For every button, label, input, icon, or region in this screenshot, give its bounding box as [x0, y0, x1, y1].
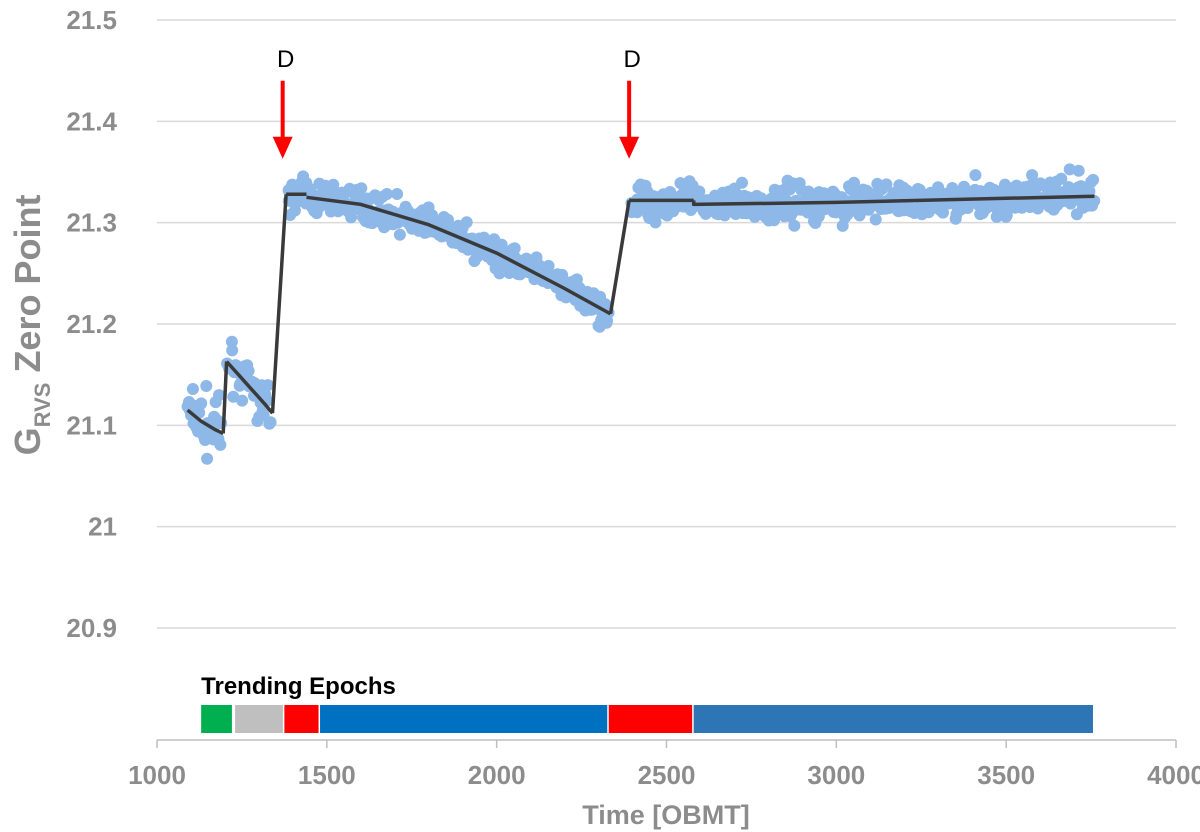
- x-tick-label: 1500: [298, 760, 356, 790]
- data-point: [1063, 163, 1076, 176]
- epoch-segment: [284, 705, 319, 733]
- y-tick-label: 21.1: [66, 410, 117, 440]
- data-point: [1087, 173, 1100, 186]
- x-tick-label: 3000: [807, 760, 865, 790]
- grid-lines: [157, 19, 1176, 629]
- annotation-label: D: [277, 46, 294, 73]
- data-point: [788, 219, 801, 232]
- fit-segment: [691, 194, 1095, 207]
- data-point: [969, 169, 982, 182]
- data-point: [393, 228, 406, 241]
- data-point: [869, 213, 882, 226]
- data-point: [542, 259, 555, 272]
- x-tick-labels: 1000 1500 2000 2500 3000 3500 4000: [128, 760, 1200, 790]
- y-axis-title: GRVS Zero Point: [7, 195, 55, 456]
- x-tick-label: 1000: [128, 760, 186, 790]
- data-point: [880, 178, 893, 191]
- y-tick-label: 20.9: [66, 613, 117, 643]
- epoch-segment: [201, 705, 232, 733]
- data-point: [225, 335, 238, 348]
- y-tick-label: 21.2: [66, 309, 117, 339]
- data-point: [195, 397, 208, 410]
- x-tick-label: 4000: [1147, 760, 1200, 790]
- y-tick-label: 21.5: [66, 5, 117, 35]
- data-point: [380, 188, 393, 200]
- data-point: [460, 216, 473, 229]
- data-point: [736, 176, 748, 189]
- annotation-arrow-head: [619, 136, 640, 159]
- y-tick-labels: 20.9 21 21.1 21.2 21.3 21.4 21.5: [66, 5, 117, 643]
- y-tick-label: 21.3: [66, 208, 117, 238]
- data-point: [214, 438, 227, 451]
- fit-segment: [221, 361, 229, 434]
- data-point: [242, 364, 255, 377]
- x-axis-title: Time [OBMT]: [582, 800, 750, 830]
- annotation-label: D: [623, 46, 640, 73]
- data-point: [495, 238, 508, 251]
- data-point: [1072, 164, 1085, 177]
- data-point: [261, 379, 274, 392]
- y-tick-label: 21.4: [66, 106, 117, 136]
- data-point: [200, 380, 213, 392]
- y-axis-title-subscript: RVS: [30, 383, 55, 428]
- data-point: [264, 416, 277, 429]
- trending-epochs-bar: [201, 705, 1093, 733]
- data-point: [345, 211, 358, 224]
- data-point: [1055, 172, 1068, 185]
- data-point: [226, 344, 239, 357]
- epoch-segment: [693, 705, 1093, 733]
- fit-segment: [608, 200, 631, 315]
- fit-segment: [225, 360, 274, 415]
- fit-segment: [306, 195, 612, 316]
- y-axis-title-rest: Zero Point: [7, 195, 48, 383]
- fit-segment: [186, 408, 224, 435]
- data-point: [186, 383, 199, 395]
- data-point: [1026, 169, 1039, 182]
- y-tick-label: 21: [88, 512, 117, 542]
- fit-segment: [270, 194, 288, 414]
- data-point: [201, 452, 214, 465]
- data-point: [213, 389, 225, 402]
- data-point: [649, 216, 662, 229]
- y-axis-title-main: G: [7, 427, 48, 455]
- data-point: [236, 394, 249, 407]
- x-tick-marks: [156, 740, 1177, 748]
- data-point: [391, 188, 404, 200]
- fit-line: [186, 192, 1095, 435]
- data-point: [327, 178, 340, 191]
- epoch-segment: [235, 705, 283, 733]
- x-tick-label: 2000: [468, 760, 526, 790]
- data-point: [355, 182, 368, 195]
- data-point: [1083, 185, 1096, 198]
- data-points: [181, 163, 1101, 465]
- epoch-segment: [608, 705, 693, 733]
- annotation-arrow-head: [272, 136, 293, 159]
- trending-epochs-title: Trending Epochs: [201, 673, 396, 700]
- epoch-segment: [320, 705, 608, 733]
- x-tick-label: 3500: [977, 760, 1035, 790]
- x-tick-label: 2500: [638, 760, 696, 790]
- data-point: [508, 242, 521, 255]
- data-point: [961, 202, 974, 214]
